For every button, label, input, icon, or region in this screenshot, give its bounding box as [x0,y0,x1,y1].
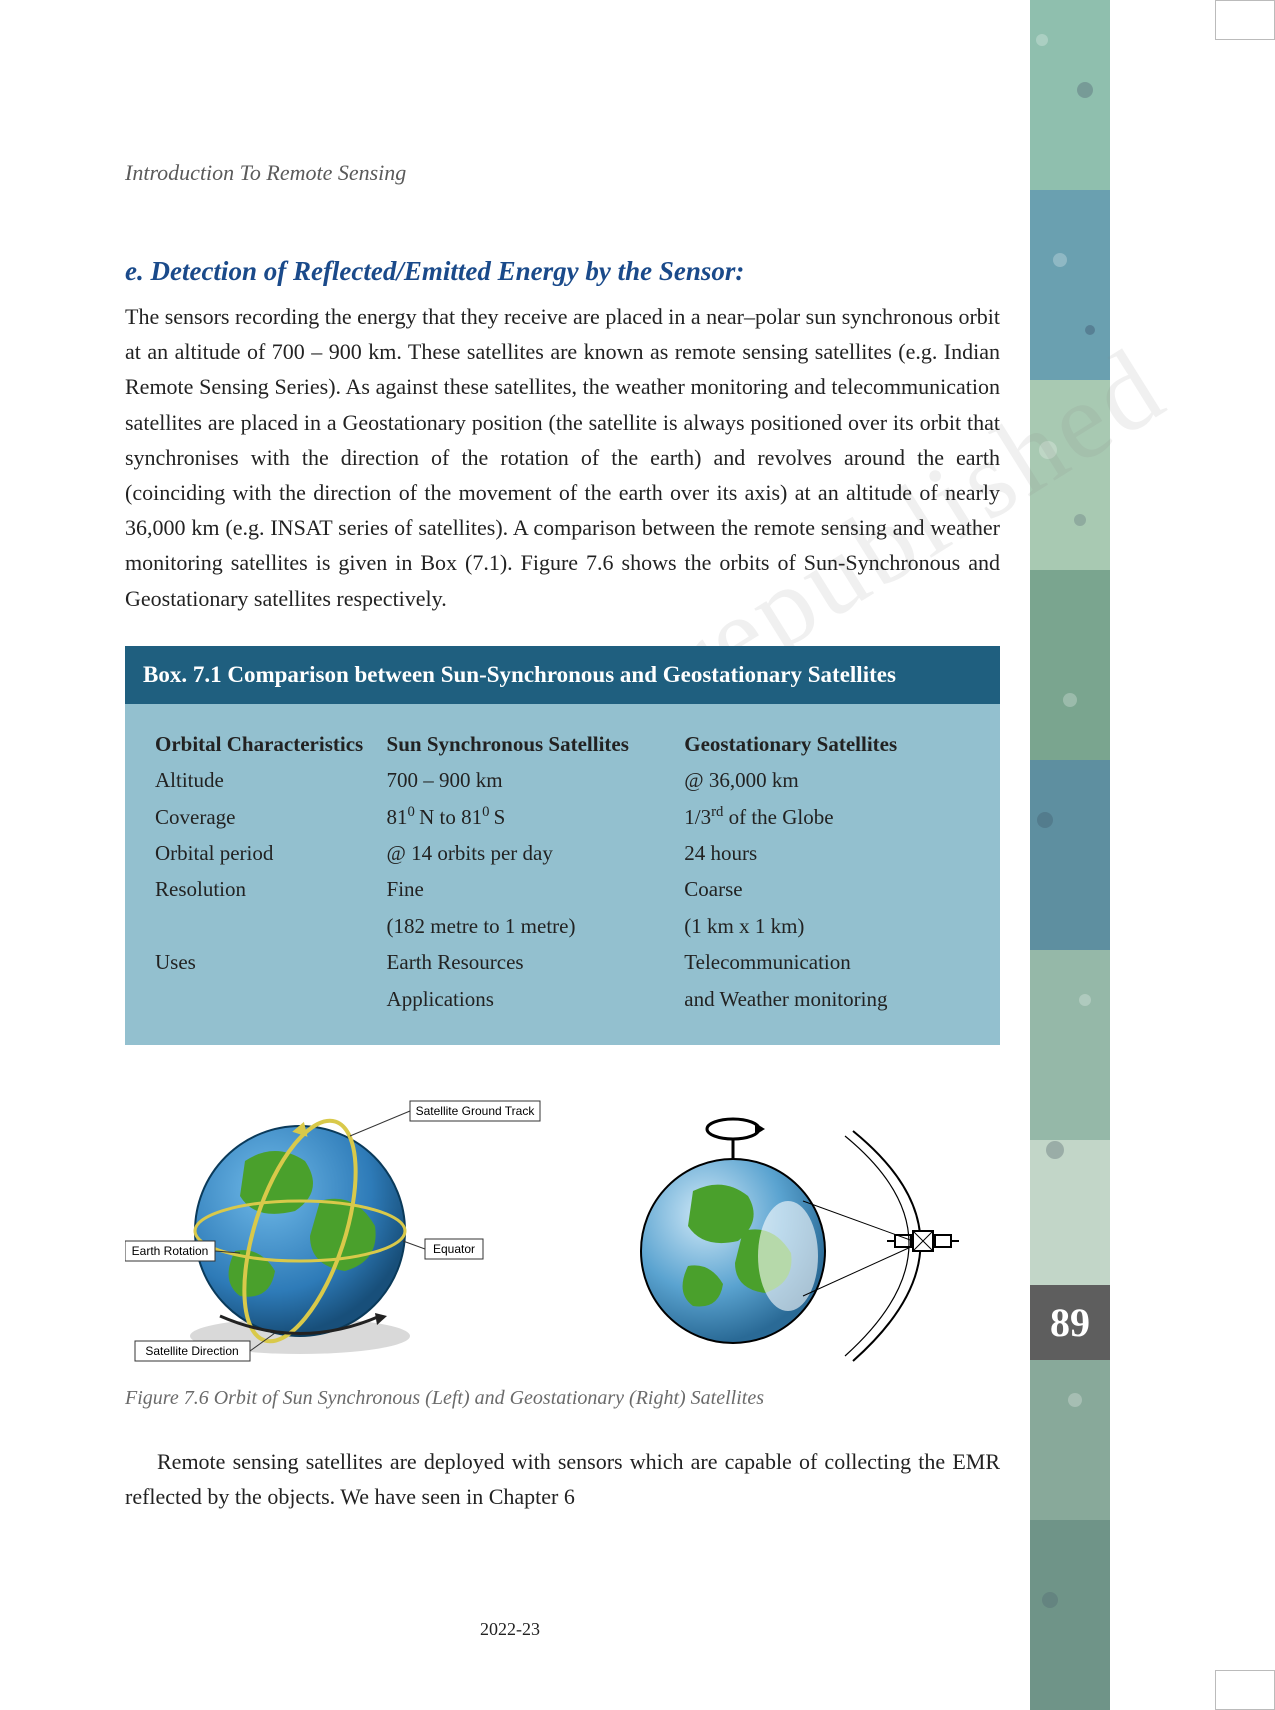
footer-year: 2022-23 [0,1619,1020,1640]
figure-row: Satellite Ground Track Earth Rotation Eq… [125,1081,1000,1371]
table-row: Orbital period@ 14 orbits per day24 hour… [149,835,976,871]
table-row: UsesEarth ResourcesTelecommunication [149,944,976,980]
table-row: Altitude700 – 900 km@ 36,000 km [149,762,976,798]
comparison-table: Orbital Characteristics Sun Synchronous … [149,726,976,1018]
running-head: Introduction To Remote Sensing [125,160,1000,186]
figure-caption: Figure 7.6 Orbit of Sun Synchronous (Lef… [125,1387,1000,1410]
section-heading: e. Detection of Reflected/Emitted Energy… [125,256,1000,287]
label-ground-track: Satellite Ground Track [416,1104,536,1118]
table-header: Sun Synchronous Satellites [381,726,679,762]
label-sat-direction: Satellite Direction [145,1344,238,1358]
table-row: (182 metre to 1 metre)(1 km x 1 km) [149,908,976,944]
table-header: Geostationary Satellites [678,726,976,762]
page-number: 89 [1030,1285,1110,1360]
comparison-box: Box. 7.1 Comparison between Sun-Synchron… [125,646,1000,1046]
side-texture-strip [1030,0,1110,1710]
label-equator: Equator [433,1242,475,1256]
corner-bottom-right [1215,1670,1275,1710]
sun-synchronous-globe: Satellite Ground Track Earth Rotation Eq… [125,1081,545,1371]
box-title: Box. 7.1 Comparison between Sun-Synchron… [125,646,1000,704]
section-para: The sensors recording the energy that th… [125,299,1000,616]
corner-top-right [1215,0,1275,40]
table-row: Coverage810 N to 810 S1/3rd of the Globe [149,799,976,835]
geostationary-globe [593,1101,993,1371]
box-body: Orbital Characteristics Sun Synchronous … [125,704,1000,1046]
label-earth-rotation: Earth Rotation [132,1244,209,1258]
table-row: Applicationsand Weather monitoring [149,981,976,1017]
closing-para: Remote sensing satellites are deployed w… [125,1444,1000,1514]
table-header: Orbital Characteristics [149,726,381,762]
table-row: ResolutionFineCoarse [149,871,976,907]
